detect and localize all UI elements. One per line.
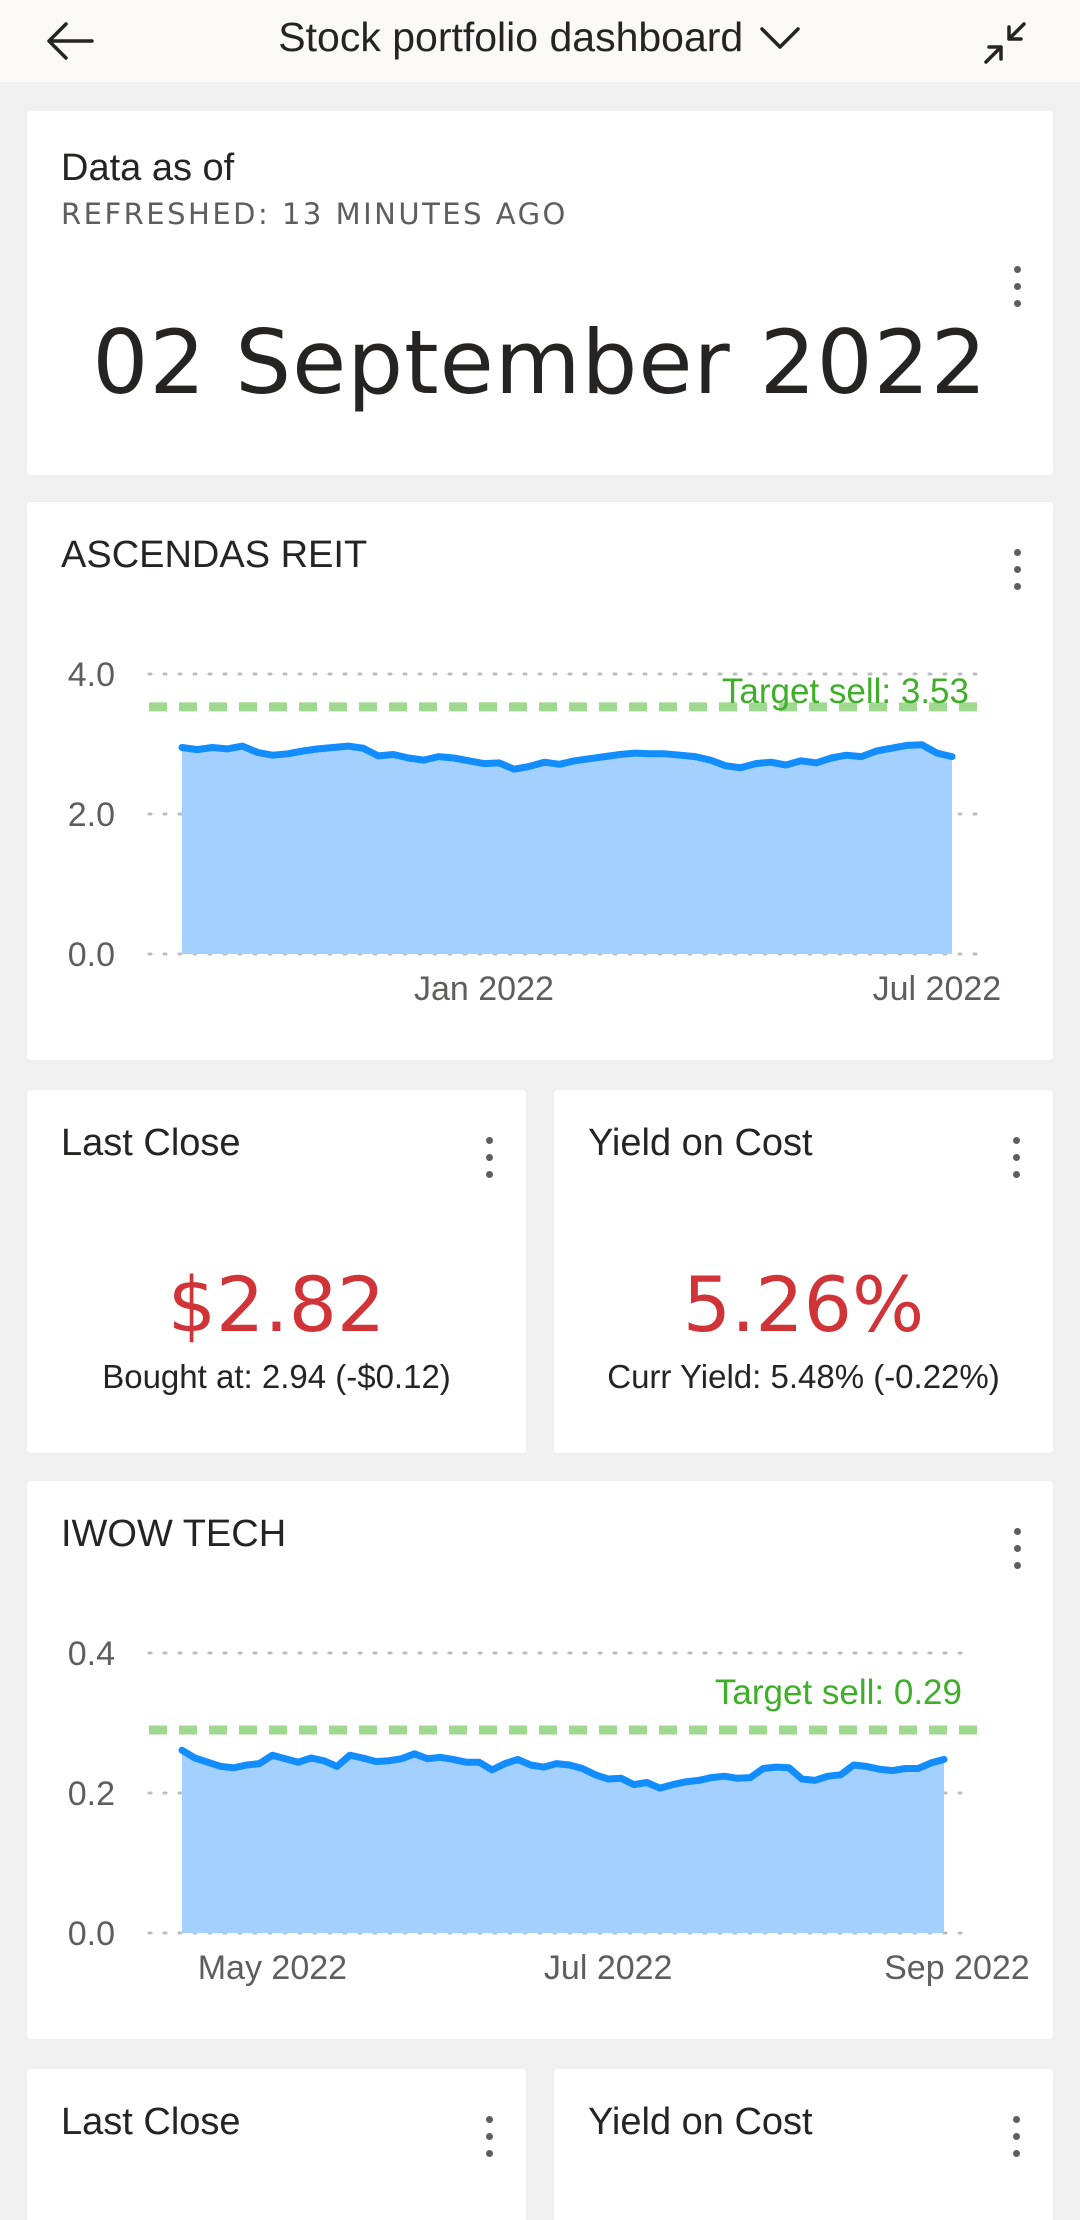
refreshed-label: REFRESHED: 13 MINUTES AGO	[61, 197, 568, 231]
y-tick-label: 0.4	[68, 1635, 115, 1673]
more-options-icon[interactable]	[996, 1122, 1036, 1192]
collapse-icon[interactable]	[980, 18, 1030, 68]
y-tick-label: 0.0	[68, 1915, 115, 1953]
more-options-icon[interactable]	[469, 2101, 509, 2171]
more-options-icon[interactable]	[996, 2101, 1036, 2171]
x-tick-label: Sep 2022	[884, 1949, 1030, 1987]
x-tick-label: Jul 2022	[873, 970, 1002, 1008]
dashboard-title-dropdown[interactable]: Stock portfolio dashboard	[0, 14, 1080, 61]
ascendas-reit-area-chart: 0.0 2.0 4.0 Target sell: 3.53 Jan 2022 Jul 20…	[68, 656, 1002, 1008]
last-close-value: $2.82	[167, 1260, 386, 1349]
ascendas-yield-card: Yield on Cost 5.26% Curr Yield: 5.48% (-…	[554, 1090, 1053, 1453]
ascendas-last-close-card: Last Close $2.82 Bought at: 2.94 (-$0.12…	[27, 1090, 526, 1453]
series-area	[182, 744, 952, 954]
y-tick-label: 4.0	[68, 656, 115, 694]
yield-on-cost-value: 5.26%	[682, 1260, 925, 1349]
series-line	[178, 1746, 948, 1792]
more-options-icon[interactable]	[997, 1513, 1037, 1583]
card-title: Yield on Cost	[588, 2101, 813, 2143]
series-line	[178, 741, 956, 773]
card-title: Last Close	[61, 2101, 241, 2143]
card-title: Data as of	[61, 147, 235, 189]
more-options-icon[interactable]	[997, 251, 1037, 321]
x-tick-label: Jan 2022	[414, 970, 554, 1008]
card-title: Last Close	[61, 1122, 241, 1164]
arrow-left-icon[interactable]	[40, 16, 100, 66]
y-tick-label: 0.0	[68, 936, 115, 974]
iwow-yield-card: Yield on Cost	[554, 2069, 1053, 2220]
chevron-down-icon[interactable]	[758, 23, 802, 53]
target-sell-label: Target sell: 3.53	[722, 672, 969, 711]
bought-at-note: Bought at: 2.94 (-$0.12)	[102, 1358, 451, 1395]
top-bar: Stock portfolio dashboard	[0, 0, 1080, 82]
x-tick-label: Jul 2022	[544, 1949, 673, 1987]
more-options-icon[interactable]	[997, 534, 1037, 604]
more-options-icon[interactable]	[469, 1122, 509, 1192]
y-tick-label: 0.2	[68, 1775, 115, 1813]
card-title: IWOW TECH	[61, 1513, 287, 1555]
card-title: Yield on Cost	[588, 1122, 813, 1164]
card-title: ASCENDAS REIT	[61, 534, 368, 576]
iwow-tech-area-chart: 0.0 0.2 0.4 Target sell: 0.29 May 2022 Jul 20…	[68, 1635, 1030, 1987]
iwow-tech-chart-card: IWOW TECH 0.0 0.2 0.4 Target sell: 0.29 May …	[27, 1481, 1053, 2039]
target-sell-label: Target sell: 0.29	[715, 1673, 962, 1712]
as-of-date: 02 September 2022	[92, 311, 988, 414]
ascendas-reit-chart-card: ASCENDAS REIT 0.0 2.0 4.0 Target sell: 3.53…	[27, 502, 1053, 1060]
series-area	[182, 1750, 944, 1933]
current-yield-note: Curr Yield: 5.48% (-0.22%)	[607, 1358, 1000, 1395]
x-tick-label: May 2022	[198, 1949, 347, 1987]
iwow-last-close-card: Last Close	[27, 2069, 526, 2220]
dashboard-title: Stock portfolio dashboard	[278, 14, 744, 60]
y-tick-label: 2.0	[68, 796, 115, 834]
data-as-of-card: Data as of REFRESHED: 13 MINUTES AGO 02 …	[27, 111, 1053, 475]
